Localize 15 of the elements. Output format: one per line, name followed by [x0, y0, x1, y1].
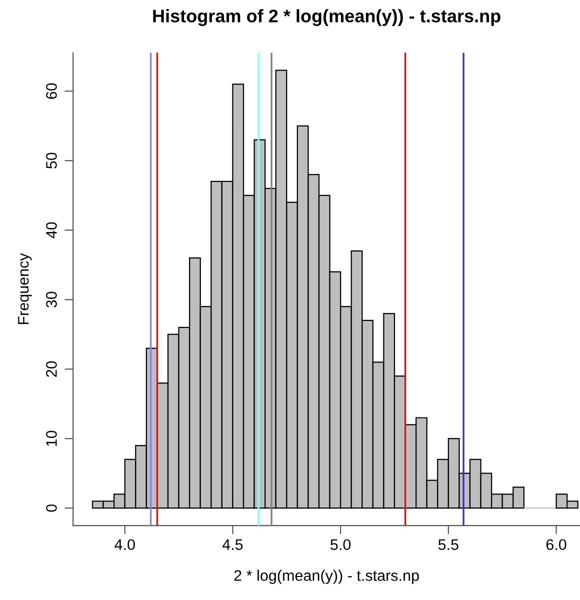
- y-tick-label: 10: [46, 430, 57, 446]
- y-tick-label: 20: [46, 361, 57, 377]
- y-tick-label: 30: [46, 292, 57, 308]
- y-axis-title: Frequency: [18, 253, 32, 324]
- y-tick-label: 0: [46, 504, 57, 512]
- x-tick-label: 5.0: [330, 539, 351, 550]
- x-tick-label: 4.5: [222, 539, 243, 550]
- y-tick-label: 60: [46, 83, 57, 99]
- x-tick-label: 4.0: [114, 539, 135, 550]
- x-axis-title: 2 * log(mean(y)) - t.stars.np: [234, 570, 419, 584]
- y-tick-label: 40: [46, 222, 57, 238]
- x-tick-label: 6.0: [546, 539, 566, 550]
- chart-title: Histogram of 2 * log(mean(y)) - t.stars.np: [153, 9, 500, 26]
- x-tick-label: 5.5: [438, 539, 458, 550]
- y-tick-label: 50: [46, 152, 57, 169]
